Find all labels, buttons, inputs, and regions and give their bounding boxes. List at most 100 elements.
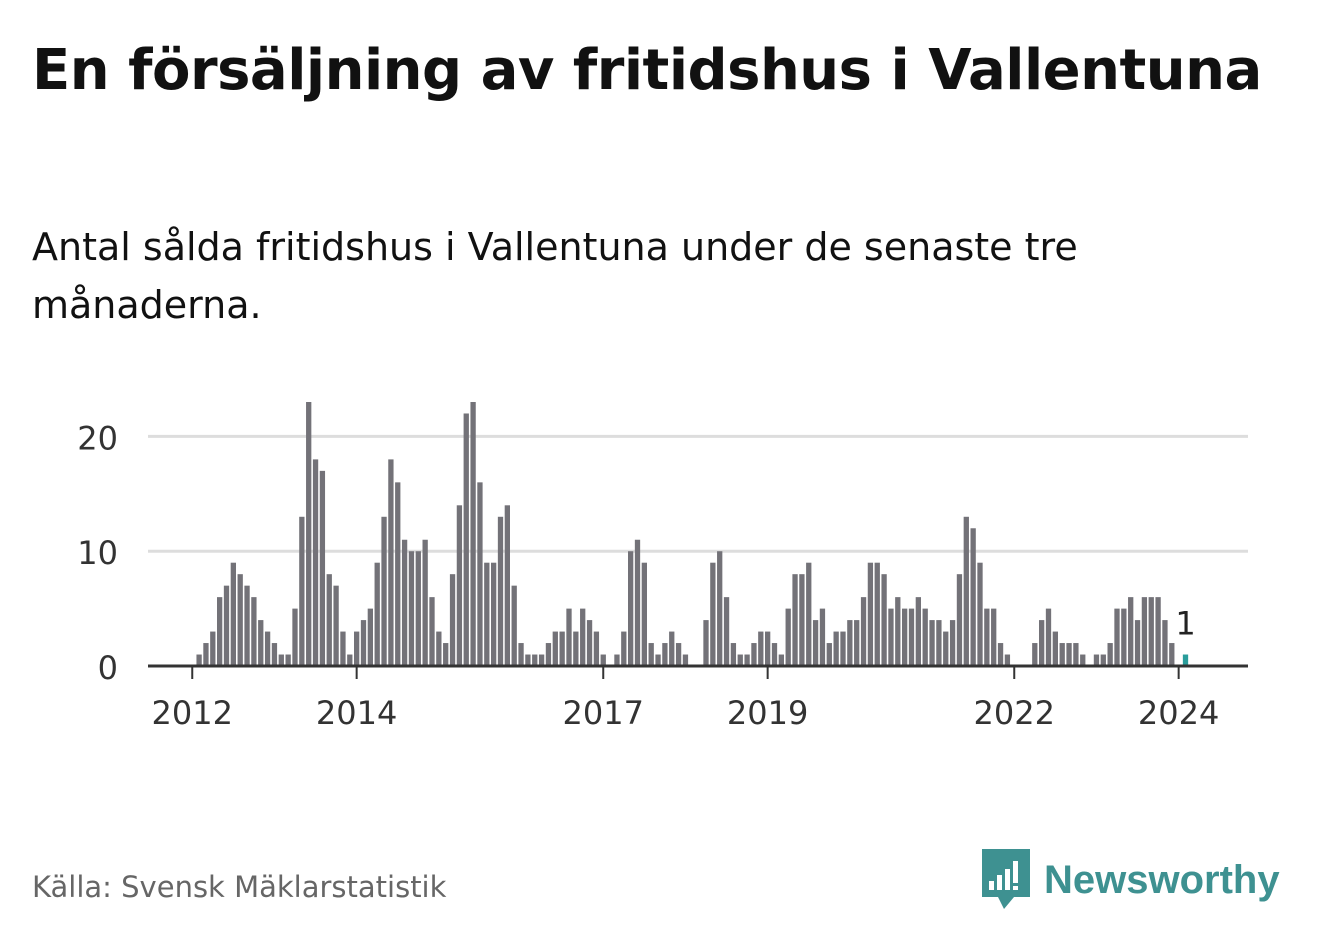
bar [1141, 597, 1148, 666]
bar [881, 574, 887, 666]
bar [991, 608, 997, 666]
chart-subtitle: Antal sålda fritidshus i Vallentuna unde… [32, 225, 1078, 327]
bar [1052, 631, 1058, 666]
bar [326, 574, 332, 666]
bar [306, 402, 312, 666]
bar-highlight [1182, 654, 1189, 666]
bar [354, 631, 360, 666]
brand-name: Newsworthy [1044, 857, 1280, 902]
bar [751, 643, 757, 666]
bar [675, 643, 682, 666]
bar [196, 654, 202, 666]
y-tick-label: 0 [98, 649, 118, 687]
bar [408, 551, 415, 666]
bar [826, 643, 832, 666]
bar [443, 643, 449, 666]
bar [217, 597, 223, 666]
bar [415, 551, 421, 666]
bar [1155, 597, 1161, 666]
bar [271, 643, 278, 666]
bar [347, 654, 353, 666]
bar [703, 620, 709, 666]
bar [614, 654, 620, 666]
bar [723, 597, 730, 666]
bar [771, 643, 778, 666]
bar [525, 654, 531, 666]
bar [1004, 654, 1011, 666]
bar [1045, 608, 1052, 666]
bar [251, 597, 257, 666]
bar [956, 574, 963, 666]
bar [491, 562, 497, 666]
bar [566, 608, 572, 666]
bar [477, 482, 483, 666]
bar [230, 562, 236, 666]
bar [511, 585, 517, 666]
bar [833, 631, 839, 666]
bar [504, 505, 510, 666]
bar [943, 631, 949, 666]
bar [669, 631, 675, 666]
brand-logo: Newsworthy [982, 849, 1280, 911]
bar [895, 597, 901, 666]
bar [360, 620, 367, 666]
y-tick-label: 20 [77, 419, 118, 457]
bar [580, 608, 586, 666]
bar [963, 516, 969, 666]
bar [1100, 654, 1106, 666]
bar [470, 402, 476, 666]
chart-title: En försäljning av fritidshus i Vallentun… [32, 38, 1262, 103]
bar [634, 539, 641, 666]
bar [545, 643, 552, 666]
x-tick-label: 2019 [727, 694, 808, 732]
bar [436, 631, 442, 666]
bar [573, 631, 579, 666]
bar [977, 562, 983, 666]
bar [401, 539, 408, 666]
y-tick-label: 10 [77, 534, 118, 572]
bar [682, 654, 689, 666]
bar [538, 654, 545, 666]
bar [1093, 654, 1100, 666]
bar [1066, 643, 1072, 666]
bar [244, 585, 250, 666]
bar [1080, 654, 1086, 666]
bar [1162, 620, 1168, 666]
bar [1073, 643, 1079, 666]
bar [737, 654, 743, 666]
bar [765, 631, 771, 666]
bar [285, 654, 291, 666]
bar [840, 631, 846, 666]
bar [497, 516, 504, 666]
bar [799, 574, 805, 666]
bar [860, 597, 867, 666]
bar [429, 597, 435, 666]
bar [552, 631, 558, 666]
bar [388, 459, 394, 666]
bar [559, 631, 565, 666]
bar [1128, 597, 1134, 666]
bar [600, 654, 606, 666]
bar [299, 516, 305, 666]
x-tick-label: 2017 [563, 694, 644, 732]
bar [929, 620, 935, 666]
bar [778, 654, 784, 666]
bar [1169, 643, 1175, 666]
bar [854, 620, 860, 666]
bar [628, 551, 634, 666]
newsworthy-logo-icon [982, 849, 1030, 909]
bar [922, 608, 928, 666]
bar [237, 574, 243, 666]
bar [1039, 620, 1045, 666]
bar [210, 631, 216, 666]
bar [593, 631, 600, 666]
x-tick-label: 2022 [974, 694, 1055, 732]
bar [1059, 643, 1065, 666]
bar [422, 539, 428, 666]
bar [292, 608, 298, 666]
bar [717, 551, 723, 666]
bar [730, 643, 737, 666]
bar [710, 562, 716, 666]
bar [333, 585, 339, 666]
bar [381, 516, 387, 666]
